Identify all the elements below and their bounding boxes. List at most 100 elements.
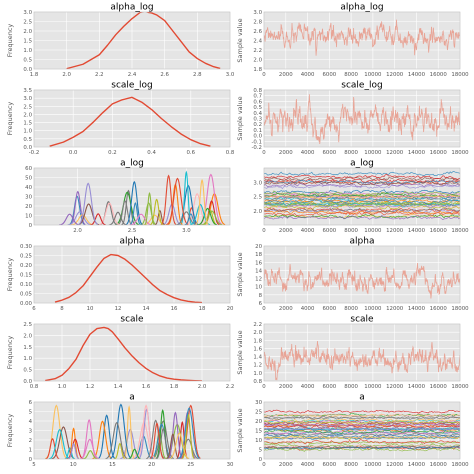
y-tick-label: 2.8 xyxy=(253,20,262,26)
chain-kde-line xyxy=(144,192,155,225)
x-tick-label: 3.0 xyxy=(226,72,235,78)
x-tick-label: 18000 xyxy=(451,72,469,78)
chain-kde-line xyxy=(168,432,190,459)
panel-background xyxy=(34,90,230,147)
y-tick-label: 3.0 xyxy=(23,96,32,102)
plot-area xyxy=(264,170,460,220)
panel-alpha_log_trace: alpha_log 0 2000 4000 6000 8000 10000 12000 1400… xyxy=(236,3,469,79)
y-tick-label: 3.0 xyxy=(253,10,262,16)
x-tick-label: 14000 xyxy=(408,150,426,156)
chain-kde-line xyxy=(97,414,116,459)
chain-trace-line xyxy=(264,176,460,181)
chain-kde-line xyxy=(160,174,177,225)
x-tick-label: 4000 xyxy=(301,384,315,390)
panel-border xyxy=(33,11,231,70)
y-axis-label: Frequency xyxy=(6,336,14,370)
chain-kde-line xyxy=(105,421,128,459)
x-tick-label: 14000 xyxy=(408,72,426,78)
x-tick-label: 2000 xyxy=(279,462,293,468)
x-tick-label: 12000 xyxy=(386,384,404,390)
y-tick-label: 3 xyxy=(29,429,32,435)
panel-title: scale_log xyxy=(111,81,152,91)
x-tick-label: 10000 xyxy=(364,72,382,78)
panel-title: scale xyxy=(120,315,144,325)
x-tick-label: 3.0 xyxy=(182,228,191,234)
x-tick-label: 2.0 xyxy=(73,228,82,234)
x-tick-label: 2.2 xyxy=(95,72,104,78)
panel-title: a xyxy=(129,393,135,403)
y-tick-label: 1.6 xyxy=(253,346,262,352)
chain-kde-line xyxy=(109,403,132,459)
chain-trace-line xyxy=(264,173,460,180)
chain-trace-line xyxy=(264,409,460,414)
y-tick-label: 1.0 xyxy=(23,48,32,54)
y-tick-label: 4 xyxy=(29,419,33,425)
panel-title: alpha_log xyxy=(110,3,153,13)
y-tick-label: 30 xyxy=(25,195,32,201)
y-tick-label: 2.0 xyxy=(253,330,262,336)
chain-kde-line xyxy=(45,438,60,459)
x-tick-label: 0 xyxy=(262,384,266,390)
y-axis-label: Sample value xyxy=(236,18,244,62)
chain-kde-line xyxy=(165,177,189,225)
plot-area xyxy=(66,12,221,69)
x-tick-label: 2000 xyxy=(279,306,293,312)
y-tick-label: 0 xyxy=(29,457,33,463)
chain-kde-line xyxy=(48,428,70,459)
chain-kde-line xyxy=(114,191,139,225)
plot-area xyxy=(264,94,460,145)
y-tick-label: 18 xyxy=(255,252,262,258)
panel-title: scale xyxy=(350,315,374,325)
panel-border xyxy=(33,245,231,304)
x-tick-label: 6000 xyxy=(322,228,336,234)
y-tick-label: 2.0 xyxy=(23,112,32,118)
x-tick-label: 0 xyxy=(262,150,266,156)
panel-title: a xyxy=(359,393,365,403)
y-tick-label: 0.6 xyxy=(253,99,262,105)
x-tick-label: 6000 xyxy=(322,306,336,312)
y-tick-label: 1.5 xyxy=(23,345,32,351)
x-tick-label: 0.0 xyxy=(69,150,78,156)
y-tick-label: 25 xyxy=(255,410,262,416)
y-axis-label: Frequency xyxy=(6,24,14,58)
y-tick-label: 60 xyxy=(25,166,32,172)
plot-area xyxy=(49,96,211,147)
x-tick-label: 0.2 xyxy=(108,150,117,156)
chain-trace-line xyxy=(264,420,460,425)
x-tick-label: 1.8 xyxy=(170,384,179,390)
chain-trace-line xyxy=(264,426,460,431)
kde-line xyxy=(49,96,211,147)
panel-a_log_kde: a_log 2.0 2.5 3.0 0 10 20 30 40 50 60 xyxy=(25,159,231,234)
y-tick-label: 2.0 xyxy=(253,209,262,215)
y-tick-label: 20 xyxy=(255,244,262,250)
x-tick-label: 10000 xyxy=(364,384,382,390)
x-tick-label: 20 xyxy=(148,462,155,468)
y-tick-label: 0.5 xyxy=(23,368,32,374)
x-tick-label: 18 xyxy=(199,306,206,312)
y-tick-label: 30 xyxy=(255,400,262,406)
panel-alpha_kde: alpha 6 8 10 12 14 16 18 20 0.00 0.05 0.10 0.15 0.20 0… xyxy=(6,237,234,313)
y-tick-label: 1.8 xyxy=(253,67,262,73)
y-tick-label: 0 xyxy=(29,223,33,229)
y-axis-label: Sample value xyxy=(236,96,244,140)
x-tick-label: 25 xyxy=(187,462,194,468)
y-tick-label: 0.0 xyxy=(23,379,32,385)
y-tick-label: 1.0 xyxy=(23,356,32,362)
panel-alpha_log_kde: alpha_log 1.8 2.0 2.2 2.4 2.6 2.8 3.0 0.0 0.5 1.0 1… xyxy=(6,3,235,79)
y-tick-label: 2.5 xyxy=(23,20,32,26)
y-tick-label: 1.4 xyxy=(253,355,262,361)
plot-area xyxy=(264,19,460,56)
panel-border xyxy=(263,323,461,382)
chain-trace-line xyxy=(264,439,460,445)
y-tick-label: 5 xyxy=(29,410,32,416)
panel-a_trace: a 0 2000 4000 6000 8000 10000 12000 14000 16000 18… xyxy=(236,393,469,469)
y-tick-label: 3.5 xyxy=(23,88,32,94)
chain-trace-line xyxy=(264,432,460,437)
x-tick-label: 6000 xyxy=(322,462,336,468)
x-tick-label: 18000 xyxy=(451,462,469,468)
plot-area xyxy=(264,341,460,381)
x-tick-label: 10 xyxy=(70,462,77,468)
x-tick-label: 0.8 xyxy=(226,150,235,156)
chain-kde-line xyxy=(114,442,126,459)
